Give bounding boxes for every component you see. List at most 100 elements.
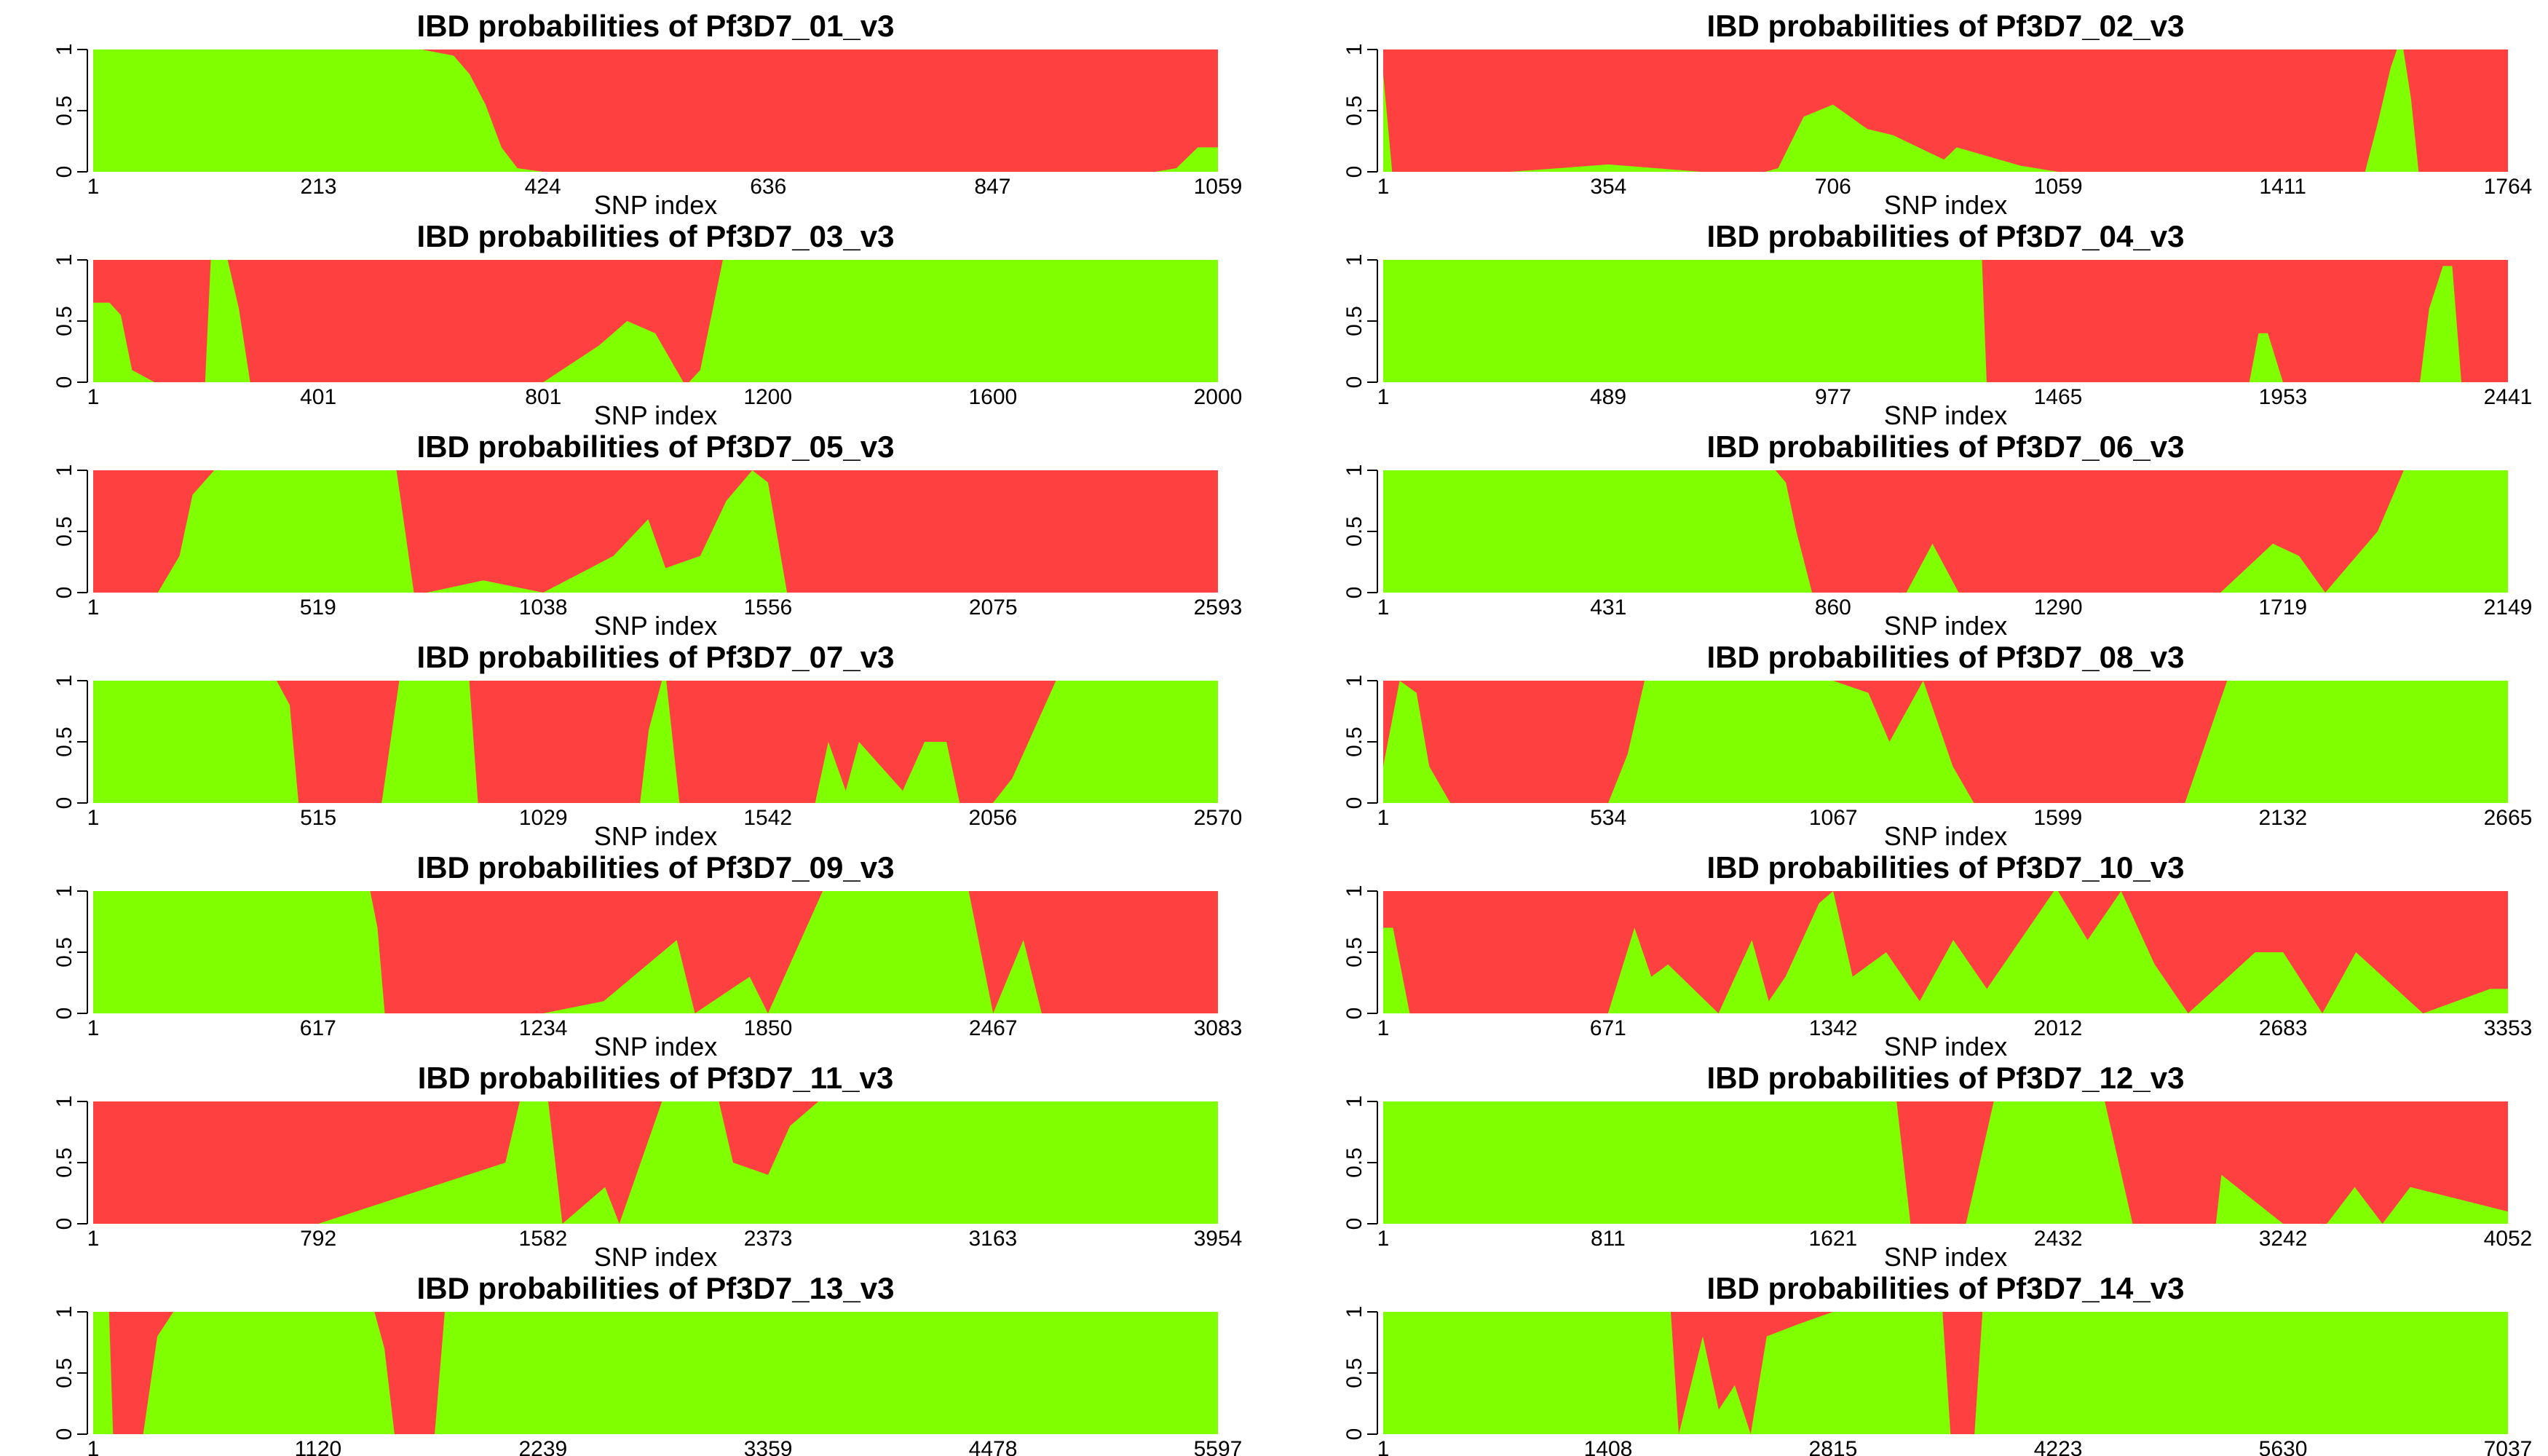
x-tick-label: 519	[300, 596, 336, 620]
y-tick-label: 1	[1342, 464, 1366, 477]
panel-title: IBD probabilities of Pf3D7_01_v3	[417, 9, 895, 43]
x-tick-label: 1120	[295, 1437, 342, 1456]
x-tick-label: 431	[1590, 596, 1626, 620]
x-tick-label: 1556	[744, 596, 793, 620]
x-tick-label: 1599	[2033, 806, 2082, 830]
y-tick-label: 0	[1342, 1008, 1366, 1020]
x-tick-label: 636	[750, 175, 786, 199]
y-tick-label: 0.5	[1342, 516, 1366, 547]
x-tick-label: 1200	[743, 385, 792, 409]
chromosome-panel: IBD probabilities of Pf3D7_01_v3 0 0.5 1 1 21…	[52, 9, 1242, 220]
ibd-probability-area	[93, 681, 1218, 803]
x-tick-label: 860	[1815, 596, 1851, 620]
x-tick-label: 1621	[1808, 1227, 1857, 1251]
y-tick-label: 0	[52, 1008, 76, 1020]
x-tick-label: 2149	[2484, 596, 2533, 620]
x-axis-label: SNP index	[594, 1242, 717, 1272]
y-tick-label: 1	[1342, 1306, 1366, 1318]
x-tick-label: 4052	[2484, 1227, 2533, 1251]
x-tick-label: 1850	[744, 1016, 793, 1040]
y-tick-label: 1	[52, 44, 76, 56]
y-tick-label: 0.5	[1342, 95, 1366, 126]
y-tick-label: 0.5	[52, 516, 76, 547]
x-tick-label: 4478	[969, 1437, 1018, 1456]
chromosome-panel: IBD probabilities of Pf3D7_10_v3 0 0.5 1 1 67…	[1342, 850, 2532, 1061]
panel-title: IBD probabilities of Pf3D7_07_v3	[417, 640, 895, 674]
y-tick-label: 0	[1342, 376, 1366, 389]
x-tick-label: 977	[1815, 385, 1851, 409]
panel-title: IBD probabilities of Pf3D7_09_v3	[417, 850, 895, 885]
x-tick-label: 2467	[969, 1016, 1018, 1040]
x-tick-label: 2373	[744, 1227, 793, 1251]
ibd-probability-area	[1383, 891, 2508, 1013]
chromosome-panel: IBD probabilities of Pf3D7_06_v3 0 0.5 1 1 43…	[1342, 430, 2532, 641]
x-tick-label: 1038	[519, 596, 568, 620]
x-tick-label: 1582	[519, 1227, 568, 1251]
ibd-probability-area	[93, 1312, 1218, 1434]
x-axis-label: SNP index	[594, 1032, 717, 1061]
y-tick-label: 0	[52, 587, 76, 599]
x-tick-label: 1719	[2258, 596, 2307, 620]
chromosome-panel: IBD probabilities of Pf3D7_03_v3 0 0.5 1 1 40…	[52, 219, 1242, 430]
x-tick-label: 424	[525, 175, 561, 199]
x-tick-label: 1953	[2259, 385, 2308, 409]
y-tick-label: 0	[52, 166, 76, 178]
x-tick-label: 1	[1377, 1227, 1390, 1251]
y-tick-label: 0	[1342, 797, 1366, 810]
y-tick-label: 1	[1342, 885, 1366, 898]
y-tick-label: 0.5	[52, 937, 76, 968]
x-tick-label: 792	[300, 1227, 336, 1251]
y-tick-label: 0	[52, 797, 76, 810]
x-tick-label: 1	[1377, 385, 1390, 409]
y-tick-label: 0	[52, 1218, 76, 1230]
x-tick-label: 3353	[2484, 1016, 2533, 1040]
x-tick-label: 2132	[2259, 806, 2308, 830]
y-tick-label: 0.5	[52, 1147, 76, 1178]
y-tick-label: 0.5	[52, 306, 76, 336]
x-tick-label: 213	[301, 175, 337, 199]
y-tick-label: 1	[52, 1096, 76, 1108]
x-tick-label: 1	[1377, 175, 1390, 199]
x-tick-label: 706	[1815, 175, 1851, 199]
ibd-probability-area	[1383, 681, 2508, 803]
x-tick-label: 2000	[1194, 385, 1243, 409]
x-tick-label: 3359	[744, 1437, 793, 1456]
x-tick-label: 3242	[2259, 1227, 2308, 1251]
ibd-probability-area	[93, 470, 1218, 593]
y-tick-label: 1	[1342, 1096, 1366, 1108]
x-tick-label: 1067	[1809, 806, 1858, 830]
y-tick-label: 0.5	[1342, 1358, 1366, 1388]
x-tick-label: 1234	[519, 1016, 568, 1040]
ibd-probability-area	[1383, 470, 2508, 593]
x-axis-label: SNP index	[1884, 1452, 2007, 1456]
y-tick-label: 1	[52, 885, 76, 898]
x-axis-label: SNP index	[1884, 400, 2007, 430]
x-tick-label: 2570	[1194, 806, 1243, 830]
x-tick-label: 1	[87, 1437, 100, 1456]
x-tick-label: 1290	[2034, 596, 2083, 620]
x-tick-label: 489	[1590, 385, 1626, 409]
ibd-probability-area	[93, 1101, 1218, 1224]
chromosome-panel: IBD probabilities of Pf3D7_08_v3 0 0.5 1 1 53…	[1342, 640, 2532, 851]
x-tick-label: 1	[87, 385, 100, 409]
y-tick-label: 1	[52, 254, 76, 266]
x-tick-label: 2432	[2034, 1227, 2083, 1251]
y-tick-label: 1	[1342, 254, 1366, 266]
panel-title: IBD probabilities of Pf3D7_12_v3	[1707, 1061, 2185, 1095]
x-tick-label: 2075	[969, 596, 1018, 620]
x-tick-label: 2683	[2259, 1016, 2308, 1040]
chromosome-panel: IBD probabilities of Pf3D7_05_v3 0 0.5 1 1 51…	[52, 430, 1242, 641]
y-tick-label: 1	[52, 1306, 76, 1318]
y-tick-label: 0	[52, 376, 76, 389]
panel-title: IBD probabilities of Pf3D7_13_v3	[417, 1271, 895, 1305]
x-tick-label: 1465	[2034, 385, 2083, 409]
x-tick-label: 801	[525, 385, 561, 409]
x-tick-label: 1	[87, 1227, 100, 1251]
x-tick-label: 2441	[2484, 385, 2533, 409]
ibd-probability-area	[93, 50, 1218, 172]
x-axis-label: SNP index	[594, 611, 717, 641]
x-tick-label: 1059	[1194, 175, 1243, 199]
y-tick-label: 1	[1342, 675, 1366, 687]
chromosome-panel: IBD probabilities of Pf3D7_09_v3 0 0.5 1 1 61…	[52, 850, 1242, 1061]
x-tick-label: 354	[1590, 175, 1626, 199]
